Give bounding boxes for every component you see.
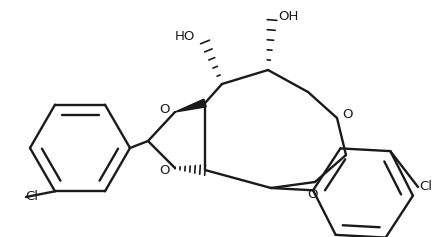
Text: OH: OH <box>278 9 298 23</box>
Text: Cl: Cl <box>419 181 432 193</box>
Text: Cl: Cl <box>25 191 38 204</box>
Text: O: O <box>160 164 170 178</box>
Text: O: O <box>307 188 317 201</box>
Polygon shape <box>175 99 206 112</box>
Text: O: O <box>160 102 170 115</box>
Text: O: O <box>342 108 353 120</box>
Text: HO: HO <box>175 29 195 42</box>
